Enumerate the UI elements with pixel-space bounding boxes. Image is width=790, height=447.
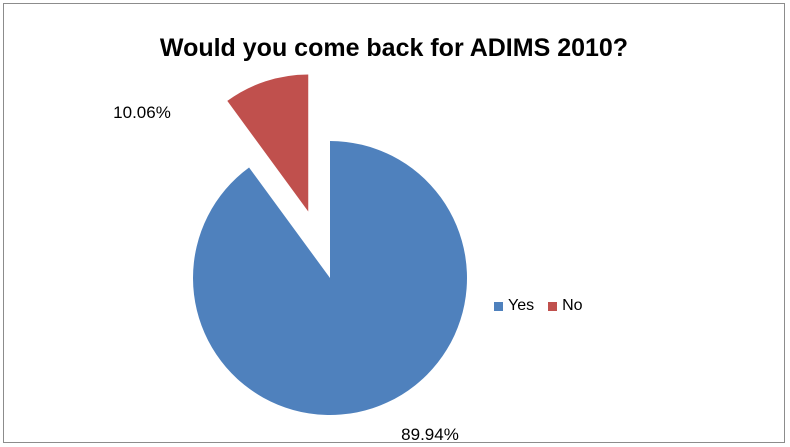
- legend-label-no: No: [562, 297, 583, 314]
- pie-chart: 89.94% 10.06%: [113, 74, 468, 443]
- legend-swatch-yes: [494, 301, 503, 311]
- legend-label-yes: Yes: [508, 297, 535, 314]
- pie-slice-yes: [192, 141, 468, 415]
- legend-item-yes: Yes: [494, 297, 534, 315]
- legend: Yes No: [494, 297, 597, 315]
- legend-item-no: No: [548, 297, 583, 315]
- chart-area: Would you come back for ADIMS 2010? 89.9…: [3, 3, 785, 443]
- pie-slice-no: [227, 74, 309, 212]
- data-label-no: 10.06%: [113, 103, 171, 122]
- legend-swatch-no: [548, 301, 558, 311]
- data-label-yes: 89.94%: [401, 425, 459, 443]
- chart-title: Would you come back for ADIMS 2010?: [159, 34, 629, 62]
